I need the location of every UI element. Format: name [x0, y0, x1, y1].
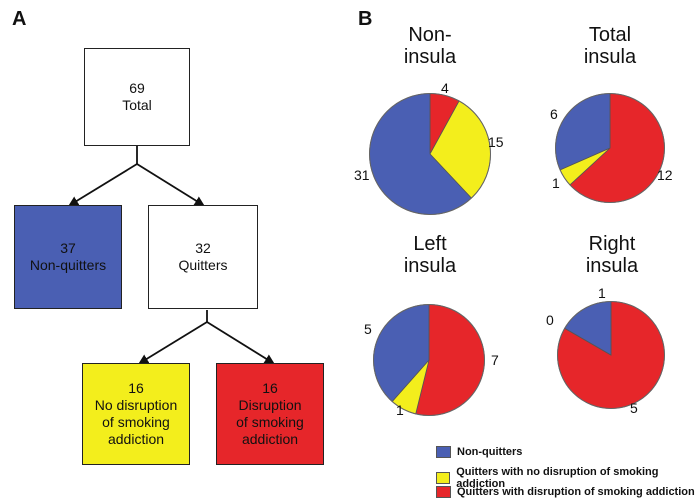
quitters-box: 32 Quitters — [148, 205, 258, 309]
pie-title-line2: insula — [583, 46, 637, 68]
slice-label-right-insula-non-quitters: 1 — [598, 285, 606, 301]
pie-title-total-insula: Total insula — [540, 24, 680, 68]
pie-title-line2: insula — [585, 255, 639, 277]
panel-b-letter: B — [358, 8, 373, 30]
disruption-line3: addiction — [241, 431, 299, 447]
legend-label: Non-quitters — [457, 446, 523, 458]
slice-label-left-insula-disruption: 7 — [491, 352, 499, 368]
non-quitters-count: 37 — [60, 240, 76, 256]
pie-total-insula — [555, 93, 665, 203]
slice-label-total-insula-disruption: 12 — [657, 167, 673, 183]
legend-label: Quitters with no disruption of smoking a… — [456, 466, 659, 490]
disruption-box: 16 Disruption of smoking addiction — [216, 363, 324, 465]
pie-title-line1: Left — [413, 233, 447, 255]
pie-title-line1: Total — [588, 24, 632, 46]
arrow-to-quitters — [136, 163, 205, 207]
slice-label-non-insula-no-disruption: 15 — [488, 134, 504, 150]
non-quitters-box: 37 Non-quitters — [14, 205, 122, 309]
pie-outline — [557, 301, 665, 409]
slice-label-left-insula-no-disruption: 1 — [396, 402, 404, 418]
quitters-label: Quitters — [178, 257, 228, 273]
no-disruption-line3: addiction — [107, 431, 165, 447]
legend-swatch — [436, 446, 451, 458]
legend-item-no-disruption: Quitters with no disruption of smoking a… — [436, 466, 695, 490]
pie-title-line1: Non- — [408, 24, 452, 46]
no-disruption-line2: of smoking — [102, 414, 170, 430]
disruption-line2: of smoking — [236, 414, 304, 430]
pie-title-line2: insula — [403, 255, 457, 277]
slice-label-total-insula-non-quitters: 6 — [550, 106, 558, 122]
legend-item-disruption: Quitters with disruption of smoking addi… — [436, 486, 695, 498]
pie-title-right-insula: Right insula — [542, 233, 682, 277]
pie-left-insula — [373, 304, 485, 416]
slice-label-non-insula-disruption: 4 — [441, 80, 449, 96]
pie-outline — [555, 93, 665, 203]
disruption-line1: Disruption — [238, 397, 302, 413]
pie-non-insula — [369, 93, 491, 215]
slice-label-right-insula-no-disruption: 0 — [546, 312, 554, 328]
arrow-to-disruption — [206, 321, 275, 365]
pie-outline — [373, 304, 485, 416]
pie-title-non-insula: Non- insula — [360, 24, 500, 68]
disruption-count: 16 — [262, 380, 278, 396]
no-disruption-count: 16 — [128, 380, 144, 396]
slice-label-non-insula-non-quitters: 31 — [354, 167, 370, 183]
total-box: 69 Total — [84, 48, 190, 146]
pie-title-line1: Right — [588, 233, 636, 255]
slice-label-total-insula-no-disruption: 1 — [552, 175, 560, 191]
legend-swatch — [436, 486, 451, 498]
pie-title-left-insula: Left insula — [360, 233, 500, 277]
arrow-to-non-quitters — [68, 163, 138, 207]
legend-swatch — [436, 472, 451, 484]
total-label: Total — [122, 97, 152, 113]
no-disruption-box: 16 No disruption of smoking addiction — [82, 363, 190, 465]
pie-outline — [369, 93, 491, 215]
quitters-count: 32 — [195, 240, 211, 256]
slice-label-left-insula-non-quitters: 5 — [364, 321, 372, 337]
pie-right-insula — [557, 301, 665, 409]
non-quitters-label: Non-quitters — [29, 257, 107, 273]
legend-label: Quitters with disruption of smoking addi… — [457, 486, 695, 498]
panel-a-letter: A — [12, 8, 27, 30]
legend-item-non-quitters: Non-quitters — [436, 446, 522, 458]
total-count: 69 — [129, 80, 145, 96]
arrow-to-no-disruption — [138, 321, 208, 365]
pie-title-line2: insula — [403, 46, 457, 68]
no-disruption-line1: No disruption — [94, 397, 178, 413]
flowchart-connectors — [68, 145, 275, 365]
slice-label-right-insula-disruption: 5 — [630, 400, 638, 416]
